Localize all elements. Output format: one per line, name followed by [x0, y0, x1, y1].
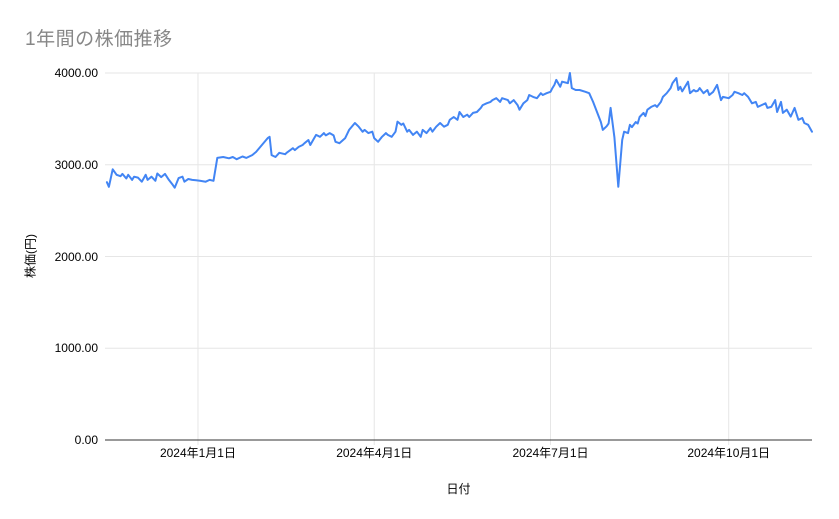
chart-title: 1年間の株価推移 — [25, 29, 173, 50]
x-tick-label: 2024年4月1日 — [336, 446, 413, 460]
y-tick-label: 3000.00 — [54, 157, 98, 172]
y-tick-label: 0.00 — [74, 433, 98, 447]
x-tick-label: 2024年7月1日 — [512, 446, 589, 460]
y-tick-label: 4000.00 — [54, 66, 98, 80]
y-tick-label: 1000.00 — [54, 341, 98, 356]
plot-area — [105, 72, 813, 445]
x-axis-title: 日付 — [446, 482, 471, 496]
price-line-series — [105, 72, 813, 189]
y-tick-label: 2000.00 — [54, 249, 98, 264]
x-tick-label: 2024年1月1日 — [159, 446, 236, 460]
x-tick-label: 2024年10月1日 — [687, 446, 771, 460]
